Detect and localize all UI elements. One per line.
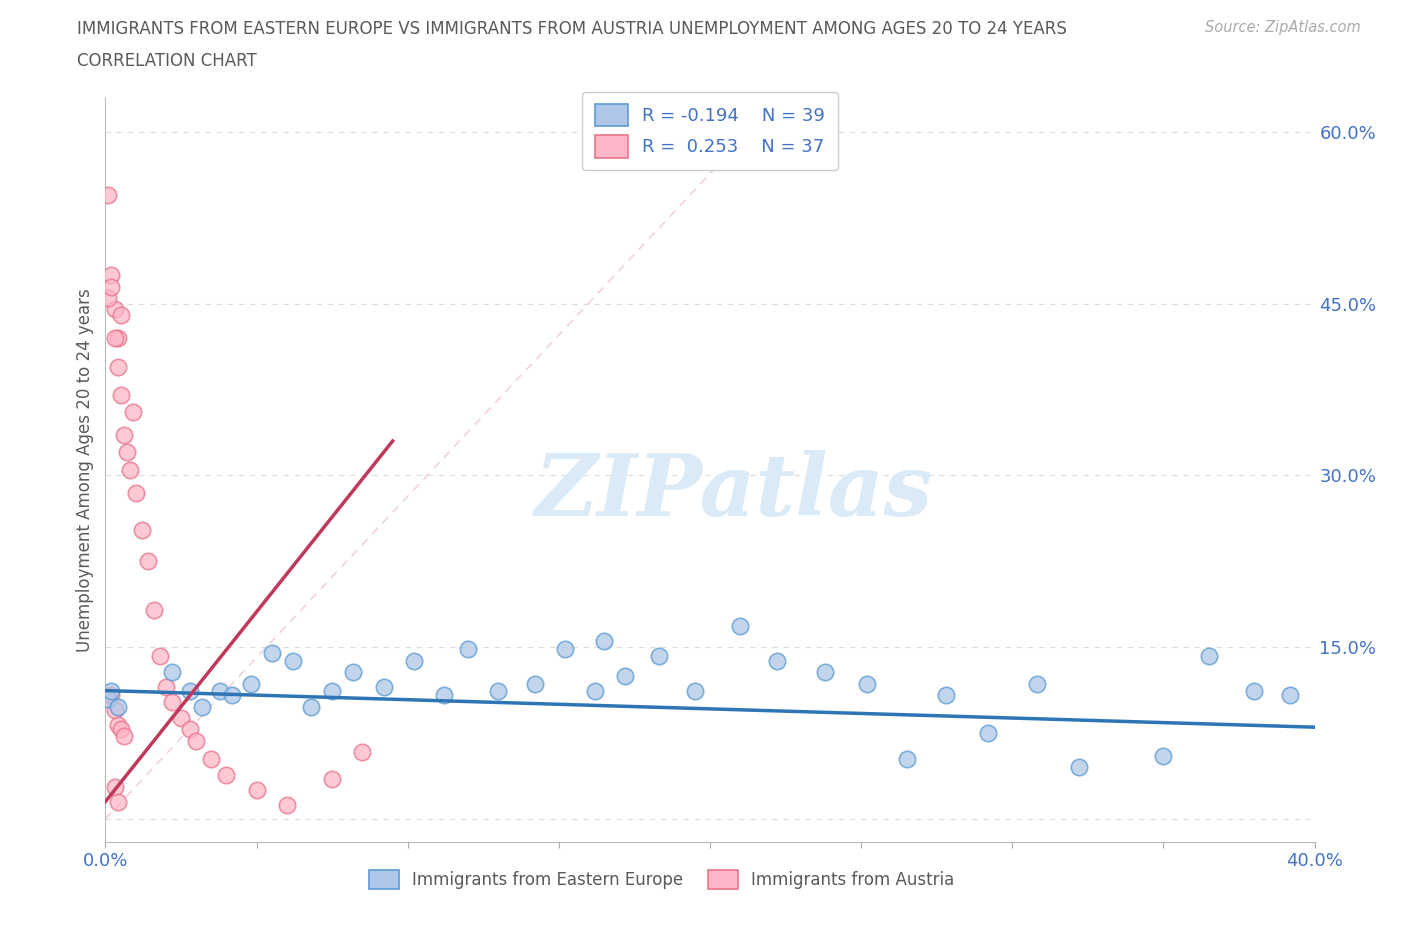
Point [935,687,957,702]
Point [373,680,395,695]
Point [433,687,456,702]
Point [107,699,129,714]
Point [107,330,129,345]
Point [647,649,669,664]
Y-axis label: Unemployment Among Ages 20 to 24 years: Unemployment Among Ages 20 to 24 years [76,287,94,652]
Text: CORRELATION CHART: CORRELATION CHART [77,52,257,70]
Point [100,268,122,283]
Point [523,676,546,691]
Point [97,691,120,706]
Point [554,642,576,657]
Point [131,523,153,538]
Point [593,634,616,649]
Point [856,676,879,691]
Point [239,676,262,691]
Point [246,783,269,798]
Legend: Immigrants from Eastern Europe, Immigrants from Austria: Immigrants from Eastern Europe, Immigran… [368,870,955,889]
Point [107,359,129,374]
Point [1025,676,1047,691]
Point [179,722,201,737]
Point [488,684,510,698]
Point [281,654,304,669]
Point [1243,684,1265,698]
Point [260,645,283,660]
Point [103,330,125,345]
Point [299,699,322,714]
Point [160,695,183,710]
Point [221,687,243,702]
Point [215,768,238,783]
Point [683,684,706,698]
Point [1198,649,1220,664]
Point [186,734,208,749]
Point [136,553,159,568]
Point [276,798,298,813]
Point [814,665,837,680]
Point [155,680,177,695]
Point [402,654,425,669]
Point [103,302,125,317]
Point [110,388,132,403]
Point [583,684,606,698]
Point [160,665,183,680]
Point [170,711,193,725]
Point [321,771,343,786]
Point [142,603,165,618]
Point [765,654,787,669]
Point [1153,749,1175,764]
Point [100,684,122,698]
Point [1279,687,1302,702]
Point [112,729,135,744]
Point [1067,760,1090,775]
Point [110,722,132,737]
Point [321,684,343,698]
Point [352,745,374,760]
Point [97,188,120,203]
Point [209,684,232,698]
Point [342,665,364,680]
Point [191,699,214,714]
Point [124,485,148,500]
Point [121,405,143,419]
Point [457,642,479,657]
Point [115,445,138,460]
Point [614,669,637,684]
Point [107,717,129,732]
Text: Source: ZipAtlas.com: Source: ZipAtlas.com [1205,20,1361,35]
Point [110,308,132,323]
Point [107,794,129,809]
Point [97,290,120,305]
Point [118,462,141,477]
Point [200,751,222,766]
Point [896,751,918,766]
Point [112,428,135,443]
Point [100,687,122,702]
Text: ZIPatlas: ZIPatlas [536,450,934,534]
Text: IMMIGRANTS FROM EASTERN EUROPE VS IMMIGRANTS FROM AUSTRIA UNEMPLOYMENT AMONG AGE: IMMIGRANTS FROM EASTERN EUROPE VS IMMIGR… [77,20,1067,38]
Point [730,619,752,634]
Point [977,725,1000,740]
Point [100,279,122,294]
Point [103,702,125,717]
Point [179,684,201,698]
Point [149,649,172,664]
Point [103,779,125,794]
